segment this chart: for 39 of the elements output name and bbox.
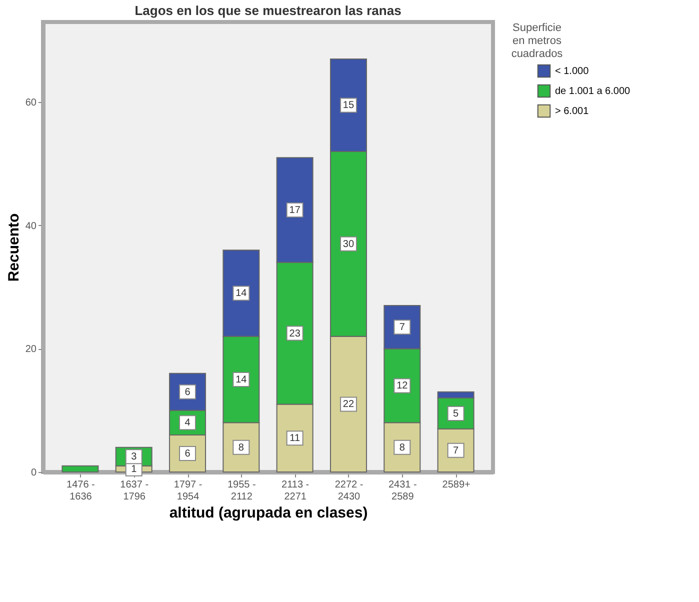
data-label: 3 <box>131 452 138 463</box>
data-label: 14 <box>236 288 248 300</box>
x-tick-label: 2589+ <box>442 480 471 490</box>
data-label: 6 <box>184 448 191 460</box>
data-label: 14 <box>236 374 248 386</box>
y-tick-label: 60 <box>25 98 37 109</box>
bar <box>62 465 99 472</box>
y-tick-label: 20 <box>25 344 37 356</box>
data-label: 23 <box>289 328 301 340</box>
data-label: 5 <box>453 408 460 420</box>
x-tick-label: 2113 - 2271 <box>282 480 310 502</box>
legend-title: Superficie en metros cuadrados <box>511 22 564 60</box>
legend-label: < 1.000 <box>555 66 590 77</box>
x-tick-label: 1797 - 1954 <box>174 480 202 502</box>
data-label: 8 <box>399 442 406 454</box>
x-axis-title: altitud (agrupada en clases) <box>169 504 368 522</box>
y-axis-title: Recuento <box>5 213 22 282</box>
chart-title: Lagos en los que se muestrearon las ranas <box>134 3 402 18</box>
data-label: 12 <box>396 380 408 392</box>
legend-label: > 6.001 <box>555 106 590 117</box>
data-label: 7 <box>399 322 406 334</box>
x-tick-label: 1476 - 1636 <box>66 480 95 502</box>
x-tick-label: 1637 - 1796 <box>120 480 149 502</box>
data-label: 15 <box>342 100 354 112</box>
y-tick-label: 40 <box>25 220 37 232</box>
data-label: 7 <box>453 445 460 456</box>
data-label: 1 <box>131 464 138 475</box>
data-label: 8 <box>238 442 244 454</box>
legend-label: de 1.001 a 6.000 <box>555 86 631 97</box>
data-label: 11 <box>290 433 300 444</box>
x-tick-label: 1955 - 2112 <box>227 480 256 502</box>
x-tick-label: 2431 - 2589 <box>388 480 417 502</box>
x-tick-label: 2272 - 2430 <box>334 480 364 502</box>
y-tick-label: 0 <box>30 468 37 478</box>
data-label: 17 <box>289 205 301 216</box>
data-label: 30 <box>342 238 354 250</box>
data-label: 6 <box>184 386 191 398</box>
data-label: 4 <box>184 418 191 429</box>
data-label: 22 <box>342 399 354 410</box>
